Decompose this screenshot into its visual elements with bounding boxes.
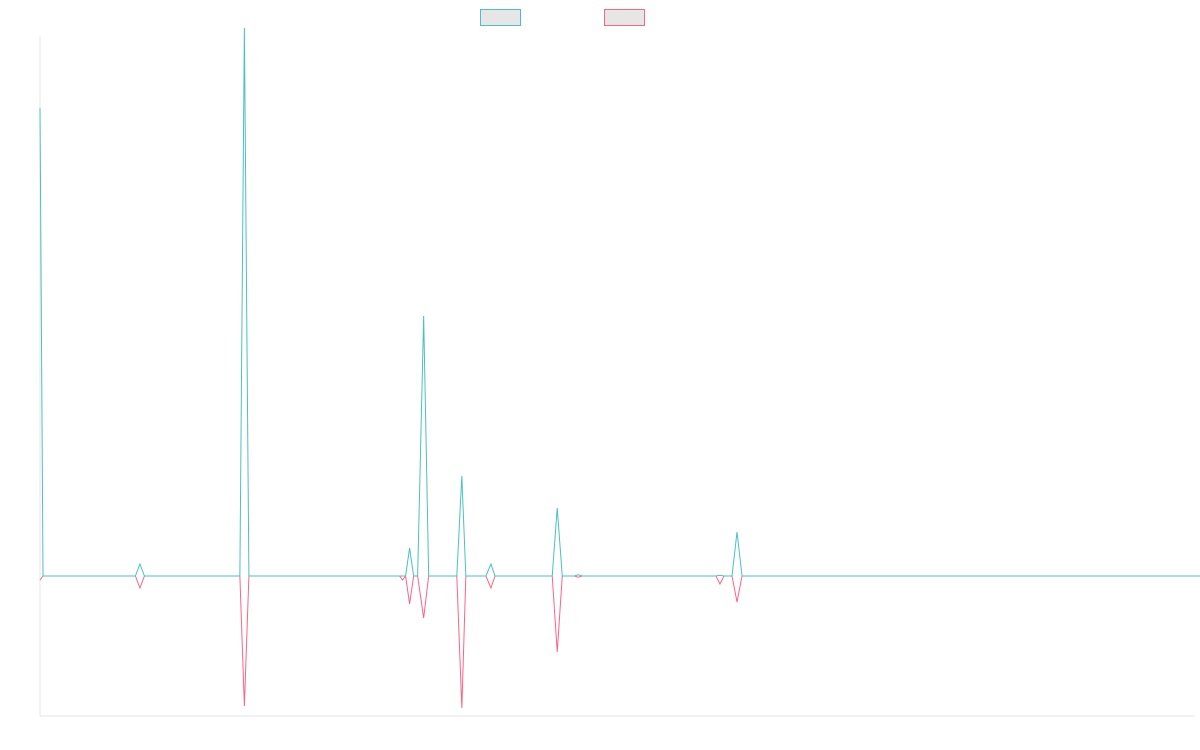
series-line-2 (39, 574, 1200, 709)
legend (480, 9, 645, 26)
axes (39, 36, 1195, 717)
series-layer (39, 27, 1200, 709)
series-line-1 (39, 27, 1200, 577)
legend-swatch-1[interactable] (480, 9, 521, 26)
legend-swatch-2[interactable] (604, 9, 645, 26)
